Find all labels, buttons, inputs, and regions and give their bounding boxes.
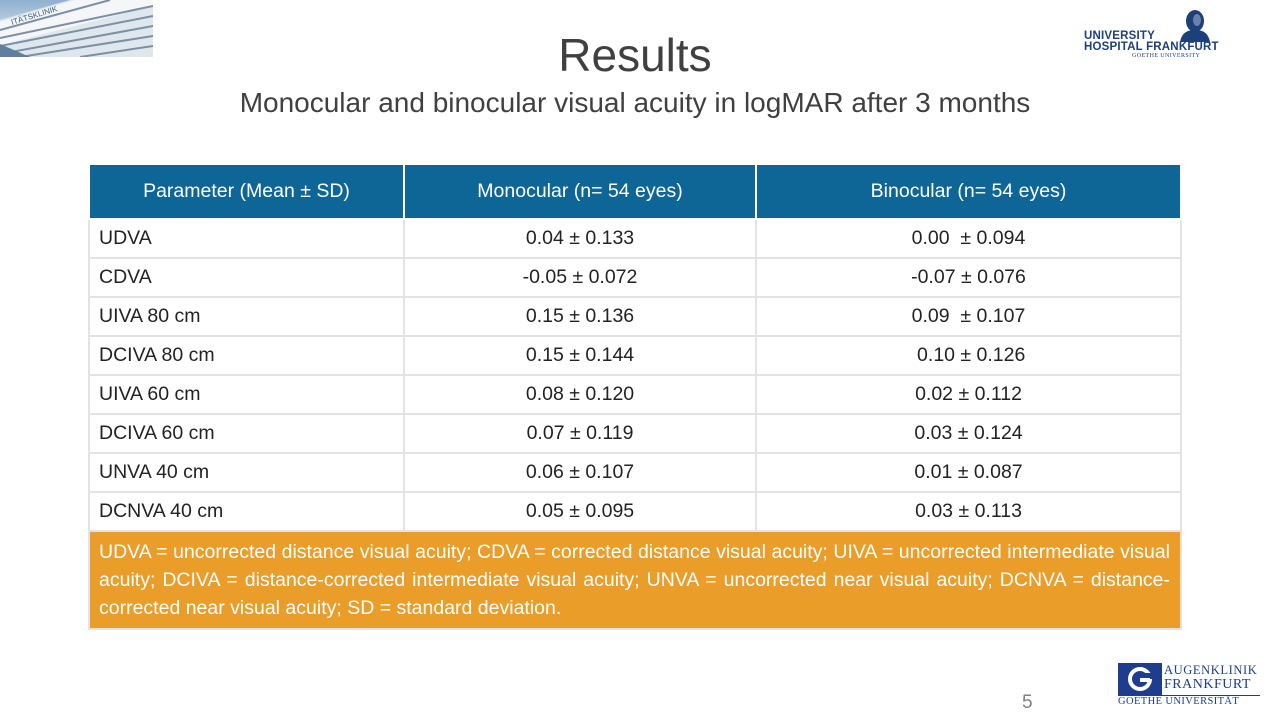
monocular-value: 0.04 ± 0.133: [403, 218, 757, 259]
slide-subtitle: Monocular and binocular visual acuity in…: [239, 87, 1031, 118]
table-row: DCIVA 60 cm 0.07 ± 0.119 0.03 ± 0.124: [88, 413, 1182, 454]
monocular-value: -0.05 ± 0.072: [403, 257, 757, 298]
monocular-value: 0.15 ± 0.136: [403, 296, 757, 337]
row-parameter: DCIVA 60 cm: [88, 413, 405, 454]
binocular-value: 0.01 ± 0.087: [755, 452, 1182, 493]
table-row: UNVA 40 cm 0.06 ± 0.107 0.01 ± 0.087: [88, 452, 1182, 493]
slide-number: 5: [1022, 692, 1033, 713]
table-row: CDVA -0.05 ± 0.072 -0.07 ± 0.076: [88, 257, 1182, 298]
binocular-value: 0.02 ± 0.112: [755, 374, 1182, 415]
logo-line-hospital: HOSPITAL FRANKFURT: [1084, 41, 1219, 53]
row-parameter: UNVA 40 cm: [88, 452, 405, 493]
abbreviations-footnote: UDVA = uncorrected distance visual acuit…: [88, 530, 1182, 630]
g-eye-icon: [1128, 667, 1153, 691]
clinic-logo-mark: [1118, 663, 1162, 695]
binocular-value: -0.07 ± 0.076: [755, 257, 1182, 298]
table-row: UDVA 0.04 ± 0.133 0.00 ± 0.094: [88, 218, 1182, 259]
table-row: UIVA 80 cm 0.15 ± 0.136 0.09 ± 0.107: [88, 296, 1182, 337]
clinic-logo-line1: AUGENKLINIK: [1164, 663, 1258, 677]
monocular-value: 0.07 ± 0.119: [403, 413, 757, 454]
header-monocular: Monocular (n= 54 eyes): [403, 163, 757, 220]
binocular-value: 0.03 ± 0.124: [755, 413, 1182, 454]
row-parameter: UIVA 60 cm: [88, 374, 405, 415]
binocular-value: 0.10 ± 0.126: [755, 335, 1182, 376]
row-parameter: DCIVA 80 cm: [88, 335, 405, 376]
university-hospital-logo: UNIVERSITY HOSPITAL FRANKFURT GOETHE UNI…: [1078, 8, 1220, 62]
header-binocular: Binocular (n= 54 eyes): [755, 163, 1182, 220]
row-parameter: DCNVA 40 cm: [88, 491, 405, 532]
monocular-value: 0.06 ± 0.107: [403, 452, 757, 493]
visual-acuity-table: Parameter (Mean ± SD) Monocular (n= 54 e…: [88, 163, 1182, 630]
goethe-portrait-icon: [1180, 10, 1210, 42]
row-parameter: UIVA 80 cm: [88, 296, 405, 337]
logo-line-goethe: GOETHE UNIVERSITY: [1132, 53, 1201, 59]
table-row: DCNVA 40 cm 0.05 ± 0.095 0.03 ± 0.113: [88, 491, 1182, 532]
clinic-logo-line3: GOETHE UNIVERSITÄT: [1118, 696, 1240, 707]
hospital-building-photo: ITÄTSKLINIK: [0, 0, 153, 57]
monocular-value: 0.15 ± 0.144: [403, 335, 757, 376]
binocular-value: 0.03 ± 0.113: [755, 491, 1182, 532]
monocular-value: 0.05 ± 0.095: [403, 491, 757, 532]
clinic-logo-line2: FRANKFURT: [1164, 677, 1251, 692]
table-row: UIVA 60 cm 0.08 ± 0.120 0.02 ± 0.112: [88, 374, 1182, 415]
row-parameter: CDVA: [88, 257, 405, 298]
clinic-logo-divider: [1118, 695, 1260, 696]
slide-title: Results: [558, 29, 712, 81]
building-illustration: ITÄTSKLINIK: [0, 0, 153, 57]
augenklinik-logo: AUGENKLINIK FRANKFURT GOETHE UNIVERSITÄT: [1117, 661, 1262, 709]
monocular-value: 0.08 ± 0.120: [403, 374, 757, 415]
binocular-value: 0.09 ± 0.107: [755, 296, 1182, 337]
table-row: DCIVA 80 cm 0.15 ± 0.144 0.10 ± 0.126: [88, 335, 1182, 376]
header-parameter: Parameter (Mean ± SD): [88, 163, 405, 220]
logo-line-university: UNIVERSITY: [1084, 30, 1156, 42]
binocular-value: 0.00 ± 0.094: [755, 218, 1182, 259]
footnote-row: UDVA = uncorrected distance visual acuit…: [88, 530, 1182, 630]
row-parameter: UDVA: [88, 218, 405, 259]
table-header-row: Parameter (Mean ± SD) Monocular (n= 54 e…: [88, 163, 1182, 220]
